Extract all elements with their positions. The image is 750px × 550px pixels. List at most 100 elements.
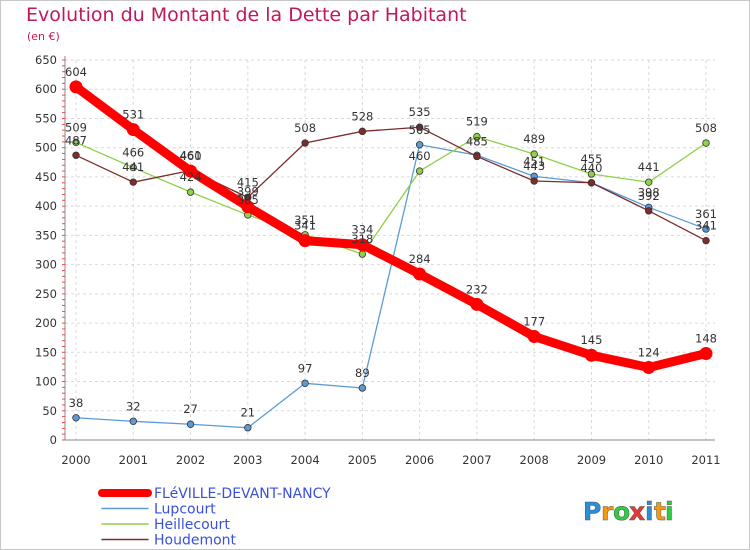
data-label-series-3: 441 — [122, 160, 144, 174]
data-label-series-2: 385 — [237, 193, 259, 207]
point-series-1 — [244, 424, 252, 432]
data-label-series-0: 341 — [294, 219, 316, 233]
y-tick-label: 100 — [35, 375, 57, 389]
data-label-series-1: 27 — [183, 402, 198, 416]
point-series-2 — [129, 163, 137, 172]
x-tick-label: 2009 — [577, 453, 606, 467]
data-label-series-1: 21 — [240, 406, 255, 420]
x-tick-label: 2007 — [462, 453, 491, 467]
point-series-3 — [702, 236, 710, 245]
x-tick-label: 2002 — [176, 453, 205, 467]
series-points — [69, 80, 713, 432]
y-tick-label: 150 — [35, 345, 57, 359]
y-tick-label: 500 — [35, 141, 57, 155]
x-tick-label: 2008 — [520, 453, 549, 467]
point-series-2 — [702, 139, 710, 147]
point-series-2 — [186, 188, 195, 196]
x-tick-label: 2006 — [405, 453, 434, 467]
logo-letter: r — [601, 497, 614, 526]
data-label-series-3: 415 — [237, 175, 259, 189]
y-tick-label: 250 — [35, 287, 57, 301]
logo-letter: t — [654, 497, 666, 526]
data-label-series-0: 145 — [580, 333, 602, 347]
point-series-1 — [301, 379, 309, 387]
data-label-series-2: 460 — [409, 149, 431, 163]
data-label-series-0: 177 — [523, 315, 545, 329]
point-series-2 — [72, 138, 80, 147]
data-label-series-0: 232 — [466, 282, 488, 296]
point-series-3 — [645, 207, 653, 215]
point-series-1 — [358, 384, 367, 392]
logo-letter: i — [665, 497, 674, 526]
point-series-0 — [699, 346, 713, 360]
data-label-series-1: 361 — [695, 207, 717, 221]
point-series-0 — [126, 123, 140, 137]
data-label-series-3: 528 — [351, 109, 373, 123]
point-series-0 — [355, 238, 369, 252]
point-series-3 — [530, 177, 538, 185]
point-series-0 — [584, 348, 598, 362]
data-label-series-1: 398 — [638, 185, 660, 199]
point-series-0 — [470, 297, 484, 311]
data-label-series-3: 461 — [180, 148, 202, 162]
y-axis-ticks: 0 50 100 150 200 250 300 350 400 450 500 550 600 650 — [35, 53, 57, 447]
series-lines — [71, 82, 711, 429]
data-label-series-1: 38 — [69, 396, 84, 410]
series-line-0 — [71, 82, 711, 373]
point-series-2 — [473, 132, 481, 141]
unit-label: (en €) — [27, 30, 60, 43]
point-series-3 — [415, 123, 424, 131]
x-tick-label: 2000 — [61, 453, 90, 467]
point-series-3 — [301, 139, 309, 147]
x-tick-label: 2011 — [691, 453, 720, 467]
data-label-series-2: 508 — [695, 121, 717, 135]
data-label-series-3: 392 — [638, 189, 660, 203]
data-label-series-3: 535 — [409, 105, 431, 119]
x-tick-label: 2005 — [348, 453, 377, 467]
point-series-1 — [129, 417, 137, 425]
data-label-series-2: 466 — [122, 146, 144, 160]
x-tick-label: 2001 — [119, 453, 148, 467]
data-label-series-1: 89 — [355, 366, 370, 380]
point-series-0 — [413, 267, 427, 281]
y-tick-label: 50 — [42, 404, 57, 418]
y-tick-label: 450 — [35, 170, 57, 184]
data-label-series-0: 531 — [122, 108, 144, 122]
data-label-series-2: 441 — [638, 160, 660, 174]
data-label-series-2: 489 — [523, 132, 545, 146]
point-series-1 — [702, 225, 710, 233]
data-labels: 604 531 460 399 341 334 284 232 177 145 124 148 38 32… — [65, 65, 717, 420]
point-series-3 — [587, 179, 596, 187]
logo-letter: x — [629, 497, 645, 526]
logo-letter: o — [613, 497, 630, 526]
data-label-series-0: 148 — [695, 331, 717, 345]
data-label-series-0: 399 — [237, 185, 259, 199]
legend-label-0: FLéVILLE-DEVANT-NANCY — [154, 486, 331, 502]
data-label-series-0: 284 — [409, 252, 431, 266]
y-tick-label: 550 — [35, 111, 57, 125]
series-line-1 — [75, 144, 707, 429]
point-series-2 — [645, 178, 653, 186]
x-tick-label: 2010 — [634, 453, 663, 467]
y-tick-label: 300 — [35, 258, 57, 272]
data-label-series-3: 443 — [523, 159, 545, 173]
x-tick-label: 2004 — [290, 453, 319, 467]
y-tick-label: 600 — [35, 82, 57, 96]
y-tick-label: 400 — [35, 199, 57, 213]
axes — [62, 56, 715, 441]
data-label-series-2: 455 — [580, 152, 602, 166]
data-label-series-0: 334 — [351, 223, 373, 237]
legend: FLéVILLE-DEVANT-NANCYLupcourtHeillecourt… — [98, 486, 331, 549]
data-label-series-0: 124 — [638, 346, 660, 360]
logo-letter: i — [645, 497, 654, 526]
y-tick-label: 0 — [50, 433, 57, 447]
point-series-2 — [530, 150, 538, 158]
point-series-2 — [415, 167, 424, 175]
point-series-0 — [298, 234, 312, 248]
point-series-0 — [642, 361, 656, 375]
data-label-series-1: 32 — [126, 399, 141, 413]
data-label-series-3: 487 — [65, 133, 87, 147]
point-series-3 — [473, 152, 481, 161]
